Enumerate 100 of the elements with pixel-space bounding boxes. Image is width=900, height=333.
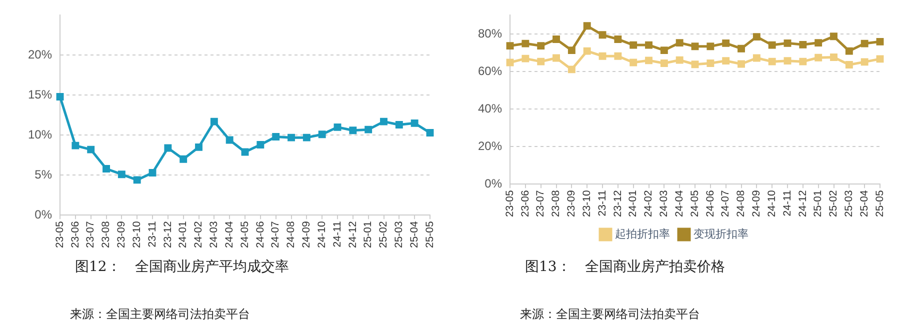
- point: [860, 40, 868, 48]
- x-tick-label: 23-11: [146, 220, 158, 248]
- x-tick-label: 24-11: [781, 190, 794, 216]
- x-tick-label: 24-07: [270, 220, 282, 248]
- x-tick-label: 23-05: [504, 190, 516, 218]
- point: [598, 31, 606, 39]
- point: [799, 40, 807, 48]
- point: [118, 170, 126, 178]
- y-tick-label: 15%: [28, 87, 52, 102]
- point: [72, 142, 80, 150]
- point: [676, 39, 684, 47]
- text: 图12： 全国商业房产平均成交率: [75, 258, 289, 276]
- point: [814, 39, 822, 47]
- legend-label: 变现折扣率: [694, 228, 748, 241]
- x-tick-label: 25-01: [362, 220, 374, 248]
- x-tick-label: 25-02: [828, 190, 840, 218]
- point: [148, 169, 156, 176]
- y-tick-label: 0%: [34, 207, 52, 222]
- x-tick-label: 25-03: [393, 220, 406, 248]
- point: [660, 46, 668, 54]
- point: [318, 130, 326, 138]
- point: [210, 118, 218, 126]
- point: [506, 42, 514, 50]
- x-tick-label: 25-04: [858, 190, 870, 218]
- point: [410, 119, 418, 127]
- point: [102, 165, 110, 172]
- point: [691, 60, 699, 68]
- x-tick-label: 24-09: [750, 190, 763, 218]
- point: [876, 55, 884, 63]
- point: [56, 93, 64, 101]
- x-tick-label: 23-09: [116, 220, 128, 248]
- point: [614, 52, 622, 60]
- x-tick-label: 25-02: [378, 220, 390, 248]
- y-tick-label: 20%: [478, 138, 502, 153]
- point: [722, 39, 730, 47]
- point: [364, 126, 372, 134]
- x-tick-label: 24-07: [720, 190, 732, 218]
- y-tick-label: 80%: [478, 26, 502, 40]
- legend-label: 起拍折扣率: [615, 228, 670, 241]
- y-tick-label: 10%: [28, 127, 52, 142]
- x-tick-label: 24-05: [688, 190, 701, 218]
- point: [768, 58, 776, 66]
- point: [506, 58, 514, 66]
- point: [552, 54, 560, 62]
- point: [876, 38, 884, 46]
- point: [691, 42, 699, 50]
- x-tick-label: 25-03: [843, 190, 856, 218]
- x-tick-label: 24-01: [177, 220, 190, 248]
- point: [195, 143, 202, 151]
- x-tick-label: 23-07: [534, 190, 547, 218]
- x-tick-label: 23-09: [566, 190, 578, 218]
- point: [706, 60, 714, 67]
- point: [845, 47, 853, 55]
- y-tick-label: 60%: [478, 64, 502, 78]
- x-tick-label: 24-09: [300, 220, 313, 248]
- point: [814, 54, 822, 62]
- point: [660, 60, 668, 67]
- source-note: 来源：全国主要网络司法拍卖平台: [520, 306, 700, 323]
- point: [830, 32, 838, 40]
- point: [830, 54, 838, 61]
- x-tick-label: 24-10: [316, 220, 328, 248]
- point: [349, 126, 357, 134]
- point: [752, 54, 760, 62]
- x-tick-label: 24-04: [673, 190, 686, 218]
- y-tick-label: 0%: [484, 176, 502, 190]
- x-tick-label: 24-06: [704, 190, 716, 218]
- point: [676, 56, 684, 64]
- point: [302, 134, 310, 142]
- x-tick-label: 23-07: [84, 220, 97, 248]
- text: 图13： 全国商业房产拍卖价格: [525, 258, 725, 276]
- x-tick-label: 24-08: [285, 220, 298, 248]
- point: [738, 44, 745, 52]
- point: [380, 118, 388, 126]
- x-tick-label: 25-04: [408, 220, 420, 248]
- point: [738, 60, 745, 68]
- y-tick-label: 40%: [478, 101, 502, 116]
- x-tick-label: 23-06: [519, 190, 532, 218]
- point: [598, 52, 606, 60]
- point: [645, 56, 652, 64]
- x-tick-label: 24-04: [223, 220, 236, 248]
- point: [784, 39, 792, 47]
- x-tick-label: 25-05: [424, 220, 436, 248]
- x-tick-label: 24-06: [254, 220, 266, 248]
- point: [272, 133, 280, 140]
- point: [256, 141, 264, 148]
- x-tick-label: 24-02: [642, 190, 655, 218]
- point: [752, 33, 760, 41]
- point: [133, 176, 141, 184]
- x-tick-label: 24-05: [238, 220, 251, 248]
- point: [583, 22, 591, 30]
- point: [180, 155, 188, 163]
- point: [537, 42, 545, 50]
- point: [226, 136, 234, 144]
- point: [784, 57, 792, 65]
- point: [630, 58, 638, 66]
- x-tick-label: 25-05: [874, 190, 886, 218]
- point: [568, 66, 576, 74]
- source-note: 来源：全国主要网络司法拍卖平台: [70, 306, 250, 323]
- point: [860, 58, 868, 66]
- x-tick-label: 24-10: [766, 190, 778, 218]
